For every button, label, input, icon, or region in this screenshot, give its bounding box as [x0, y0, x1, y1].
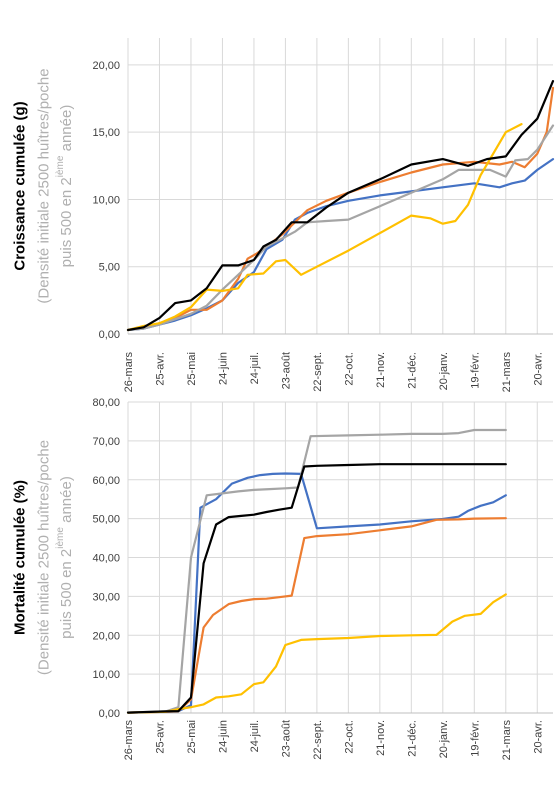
y-tick-label: 60,00 — [92, 475, 120, 487]
y-axis-title: Croissance cumulée (g) — [12, 101, 29, 270]
y-tick-label: 0,00 — [99, 329, 120, 341]
x-tick-label: 26-mars — [123, 352, 135, 393]
x-tick-label: 21-nov. — [375, 720, 387, 756]
series-line-3 — [126, 428, 507, 714]
y-tick-label: 40,00 — [92, 553, 120, 565]
x-tick-label: 21-mars — [501, 720, 513, 761]
x-tick-label: 22-sept. — [312, 720, 324, 760]
x-tick-label: 20-avr. — [532, 352, 544, 386]
y-axis-subtitle-line2: puis 500 en 2ième année) — [55, 476, 75, 639]
y-axis-subtitle-part: année) — [58, 476, 75, 527]
y-axis-subtitle-superscript: ième — [55, 155, 66, 177]
series-line-2 — [126, 86, 555, 332]
x-tick-label: 23-août — [280, 352, 292, 389]
x-tick-label: 24-juin — [217, 720, 229, 753]
y-tick-label: 15,00 — [92, 127, 120, 139]
series-line-4 — [126, 593, 507, 714]
x-tick-label: 26-mars — [123, 720, 135, 761]
x-tick-label: 21-nov. — [375, 352, 387, 388]
x-tick-label: 22-sept. — [312, 352, 324, 392]
y-tick-label: 0,00 — [99, 708, 120, 720]
x-tick-label: 21-déc. — [406, 352, 418, 389]
x-tick-label: 25-avr. — [154, 720, 166, 754]
x-tick-label: 25-mai — [186, 720, 198, 754]
series-line-1 — [126, 472, 507, 714]
series-line-2 — [126, 517, 507, 714]
x-tick-label: 24-juil. — [249, 720, 261, 752]
series-line-1 — [126, 158, 555, 332]
y-tick-label: 20,00 — [92, 60, 120, 72]
y-tick-label: 5,00 — [99, 262, 120, 274]
y-tick-label: 50,00 — [92, 514, 120, 526]
x-tick-label: 21-mars — [501, 352, 513, 393]
y-axis-subtitle-part: puis 500 en 2 — [58, 549, 75, 639]
x-tick-label: 23-août — [280, 720, 292, 757]
chart-panel-1: 0,00 5,00 10,00 15,00 20,00 26-mars 25-avr. 25-… — [12, 38, 555, 393]
x-tick-label: 25-avr. — [154, 352, 166, 386]
x-tick-label: 21-déc. — [406, 720, 418, 757]
x-tick-label: 19-févr. — [469, 720, 481, 757]
series-line-5 — [126, 463, 507, 714]
x-tick-label: 20-avr. — [532, 720, 544, 754]
x-tick-label: 25-mai — [186, 352, 198, 386]
series-line-5 — [126, 79, 555, 332]
y-tick-label: 10,00 — [92, 669, 120, 681]
x-tick-label: 20-janv. — [438, 352, 450, 390]
series-line-4 — [126, 122, 523, 332]
y-tick-label: 20,00 — [92, 630, 120, 642]
y-axis-subtitle-part: année) — [58, 105, 75, 156]
x-tick-label: 19-févr. — [469, 352, 481, 389]
x-tick-label: 20-janv. — [438, 720, 450, 758]
y-axis-subtitle-superscript: ième — [55, 527, 66, 549]
x-tick-label: 22-oct. — [343, 720, 355, 754]
x-tick-label: 24-juil. — [249, 352, 261, 384]
y-tick-label: 10,00 — [92, 194, 120, 206]
chart-panel-2: 0,00 10,00 20,00 30,00 40,00 50,00 60,00 70,00 8… — [12, 397, 553, 761]
y-tick-label: 30,00 — [92, 591, 120, 603]
y-tick-label: 70,00 — [92, 436, 120, 448]
y-axis-subtitle-part: puis 500 en 2 — [58, 177, 75, 267]
x-tick-label: 22-oct. — [343, 352, 355, 386]
y-tick-label: 80,00 — [92, 397, 120, 409]
y-axis-subtitle-line2: puis 500 en 2ième année) — [55, 105, 75, 268]
y-axis-title: Mortalité cumulée (%) — [12, 480, 29, 635]
x-tick-label: 24-juin — [217, 352, 229, 385]
y-axis-subtitle-line1: (Densité initiale 2500 huîtres/poche — [36, 440, 53, 675]
y-axis-subtitle-line1: (Densité initiale 2500 huîtres/poche — [36, 68, 53, 303]
